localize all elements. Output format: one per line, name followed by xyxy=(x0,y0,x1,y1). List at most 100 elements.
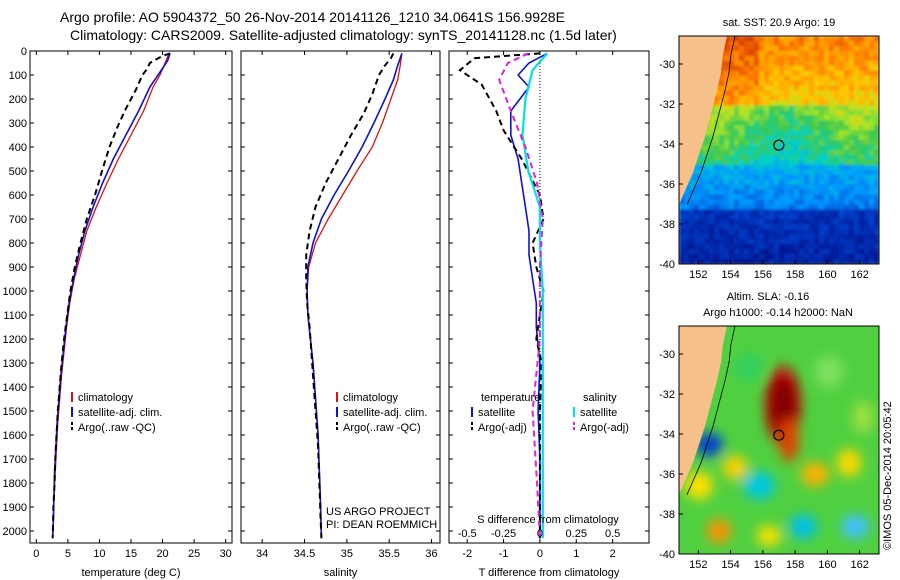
sst-cell xyxy=(764,254,770,260)
sst-cell xyxy=(814,150,820,156)
sst-cell xyxy=(859,120,865,126)
sst-cell xyxy=(824,224,830,230)
sst-cell xyxy=(784,219,790,225)
sst-cell xyxy=(729,169,735,176)
sst-cell xyxy=(869,45,875,52)
sst-cell xyxy=(729,229,735,235)
sst-cell xyxy=(809,209,815,216)
sst-cell xyxy=(834,179,840,186)
sst-cell xyxy=(784,224,790,230)
sst-cell xyxy=(874,95,879,102)
sst-cell xyxy=(684,219,690,225)
sst-cell xyxy=(744,154,750,161)
sst-cell xyxy=(814,40,820,47)
sst-cell xyxy=(724,219,730,225)
sst-cell xyxy=(834,100,840,106)
sst-cell xyxy=(764,229,770,235)
sst-cell xyxy=(779,239,785,245)
difference-xtick-label: 0 xyxy=(537,548,543,560)
sst-cell xyxy=(834,115,840,121)
sst-cell xyxy=(874,229,879,235)
sst-cell xyxy=(869,159,875,166)
sst-cell xyxy=(764,75,770,82)
sst-cell xyxy=(679,254,685,260)
sst-cell xyxy=(809,249,815,255)
sst-cell xyxy=(734,105,740,111)
sst-cell xyxy=(834,224,840,230)
sst-cell xyxy=(739,105,745,111)
sst-cell xyxy=(819,65,825,72)
sst-cell xyxy=(829,40,835,47)
sst-cell xyxy=(874,36,879,42)
sla-eddy xyxy=(815,355,843,388)
sst-cell xyxy=(714,189,720,196)
sst-cell xyxy=(829,50,835,57)
sst-cell xyxy=(869,214,875,220)
sst-cell xyxy=(694,239,700,245)
sst-cell xyxy=(734,45,740,52)
sst-cell xyxy=(754,169,760,176)
sst-cell xyxy=(864,135,870,141)
sst-cell xyxy=(754,50,760,57)
sst-cell xyxy=(869,135,875,141)
sst-cell xyxy=(734,115,740,121)
sst-cell xyxy=(729,125,735,131)
sst-cell xyxy=(749,169,755,176)
sst-cell xyxy=(734,184,740,191)
sst-cell xyxy=(709,174,715,181)
salinity-legend-label: satellite-adj. clim. xyxy=(343,407,427,419)
sst-cell xyxy=(749,194,755,201)
sst-cell xyxy=(779,219,785,225)
sst-cell xyxy=(819,174,825,181)
sst-cell xyxy=(729,179,735,186)
sst-cell xyxy=(764,164,770,171)
sst-cell xyxy=(844,75,850,82)
sst-cell xyxy=(834,209,840,216)
sst-cell xyxy=(754,184,760,191)
sst-cell xyxy=(719,179,725,186)
sst-cell xyxy=(679,204,685,211)
sst-cell xyxy=(784,150,790,156)
sst-cell xyxy=(719,219,725,225)
sst-cell xyxy=(849,130,855,136)
sst-cell xyxy=(769,229,775,235)
sst-cell xyxy=(874,145,879,151)
sst-cell xyxy=(804,55,810,62)
sst-cell xyxy=(734,65,740,72)
sla_map-field xyxy=(679,326,879,554)
sst-cell xyxy=(809,50,815,57)
difference-legend-label: Argo(-adj) xyxy=(580,422,629,434)
sst-cell xyxy=(784,194,790,201)
sst-cell xyxy=(739,214,745,220)
sst-cell xyxy=(779,169,785,176)
sst-cell xyxy=(744,45,750,52)
temperature-xtick-label: 10 xyxy=(93,548,105,560)
sst-cell xyxy=(749,239,755,245)
salinity-difference-tick: 0.5 xyxy=(605,528,620,540)
temperature-xtick-label: 15 xyxy=(125,548,137,560)
sst-cell xyxy=(814,85,820,92)
sst-cell xyxy=(694,234,700,240)
sst-cell xyxy=(759,90,765,97)
difference-legend-label: satellite xyxy=(580,407,617,419)
sst-cell xyxy=(834,239,840,245)
sst-cell xyxy=(874,85,879,92)
sst-cell xyxy=(849,179,855,186)
sst-cell xyxy=(794,70,800,77)
sst-cell xyxy=(729,140,735,146)
sst_map-xtick-label: 162 xyxy=(850,269,868,281)
sst-cell xyxy=(849,145,855,151)
sst-cell xyxy=(829,184,835,191)
sst-cell xyxy=(834,120,840,126)
sst-cell xyxy=(779,244,785,250)
sst-cell xyxy=(714,150,720,156)
sst-cell xyxy=(759,50,765,57)
sst-cell xyxy=(829,95,835,102)
sst-cell xyxy=(724,209,730,216)
sst-cell xyxy=(779,55,785,62)
sst-cell xyxy=(819,224,825,230)
sst-cell xyxy=(749,209,755,216)
sst-cell xyxy=(809,169,815,176)
sst-cell xyxy=(874,189,879,196)
sst-cell xyxy=(814,204,820,211)
